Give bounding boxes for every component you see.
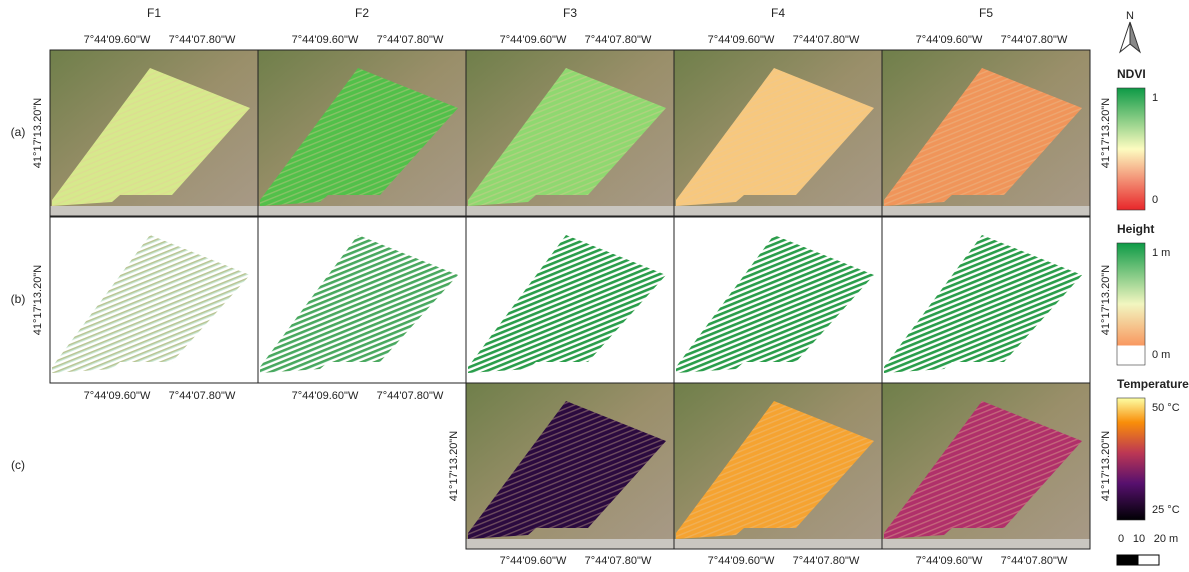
road [674, 539, 882, 549]
map-panel [466, 217, 674, 383]
map-panel [674, 217, 882, 383]
legend-colorbar [1117, 243, 1145, 365]
lon-label: 7°44'07.80"W [793, 34, 860, 46]
road [466, 206, 674, 216]
legend-max: 50 °C [1152, 402, 1180, 414]
lon-label: 7°44'07.80"W [169, 390, 236, 402]
legend-colorbar [1117, 398, 1145, 520]
road [466, 539, 674, 549]
lon-label: 7°44'09.60"W [292, 390, 359, 402]
scale-label: 20 m [1154, 533, 1178, 545]
column-header: F5 [979, 6, 993, 20]
map-panel [50, 217, 258, 383]
map-panel [674, 383, 882, 549]
figure: N F1 F2 F3 F4 F5 (a) (b) (c) 7°44'09.60"W 7°44'07… [0, 0, 1189, 567]
column-header: F2 [355, 6, 369, 20]
legend-max: 1 [1152, 92, 1158, 104]
road [882, 206, 1090, 216]
column-header: F3 [563, 6, 577, 20]
legend-min: 0 [1152, 194, 1158, 206]
lon-label: 7°44'09.60"W [500, 34, 567, 46]
legend-title: Temperature [1117, 377, 1189, 391]
scale-label: 0 [1118, 533, 1124, 545]
legend-min: 25 °C [1152, 504, 1180, 516]
lat-label: 41°17'13.20"N [1100, 265, 1112, 335]
legend-min: 0 m [1152, 349, 1170, 361]
map-panel [882, 50, 1090, 216]
row-label: (b) [11, 292, 26, 306]
scale-white [1138, 555, 1159, 565]
road [882, 539, 1090, 549]
legend-max: 1 m [1152, 247, 1170, 259]
map-panel [466, 383, 674, 549]
scale-label: 10 [1133, 533, 1145, 545]
lon-label: 7°44'07.80"W [585, 555, 652, 567]
legend-title: Height [1117, 222, 1154, 236]
lon-label: 7°44'07.80"W [169, 34, 236, 46]
map-panel [466, 50, 674, 216]
lon-label: 7°44'07.80"W [377, 390, 444, 402]
road [674, 206, 882, 216]
road [258, 206, 466, 216]
lon-label: 7°44'09.60"W [84, 34, 151, 46]
map-panel [50, 50, 258, 216]
lon-label: 7°44'09.60"W [708, 555, 775, 567]
column-header: F1 [147, 6, 161, 20]
column-header: F4 [771, 6, 785, 20]
lat-label: 41°17'13.20"N [448, 431, 460, 501]
legend-colorbar [1117, 88, 1145, 210]
lon-label: 7°44'09.60"W [292, 34, 359, 46]
lon-label: 7°44'07.80"W [793, 555, 860, 567]
lon-label: 7°44'09.60"W [708, 34, 775, 46]
lon-label: 7°44'07.80"W [1001, 34, 1068, 46]
map-panel [258, 217, 466, 383]
lon-label: 7°44'07.80"W [585, 34, 652, 46]
map-panel [674, 50, 882, 216]
map-panel [882, 217, 1090, 383]
north-label: N [1126, 10, 1134, 22]
legend-title: NDVI [1117, 67, 1146, 81]
lon-label: 7°44'07.80"W [1001, 555, 1068, 567]
lat-label: 41°17'13.20"N [32, 265, 44, 335]
map-panel [882, 383, 1090, 549]
map-panel [258, 50, 466, 216]
lon-label: 7°44'09.60"W [916, 34, 983, 46]
row-label: (c) [11, 458, 25, 472]
scale-black [1117, 555, 1138, 565]
lat-label: 41°17'13.20"N [1100, 431, 1112, 501]
lat-label: 41°17'13.20"N [1100, 98, 1112, 168]
row-label: (a) [11, 125, 26, 139]
lon-label: 7°44'09.60"W [84, 390, 151, 402]
lon-label: 7°44'09.60"W [500, 555, 567, 567]
north-arrow: N [1120, 10, 1140, 52]
lon-label: 7°44'09.60"W [916, 555, 983, 567]
lat-label: 41°17'13.20"N [32, 98, 44, 168]
lon-label: 7°44'07.80"W [377, 34, 444, 46]
road [50, 206, 258, 216]
